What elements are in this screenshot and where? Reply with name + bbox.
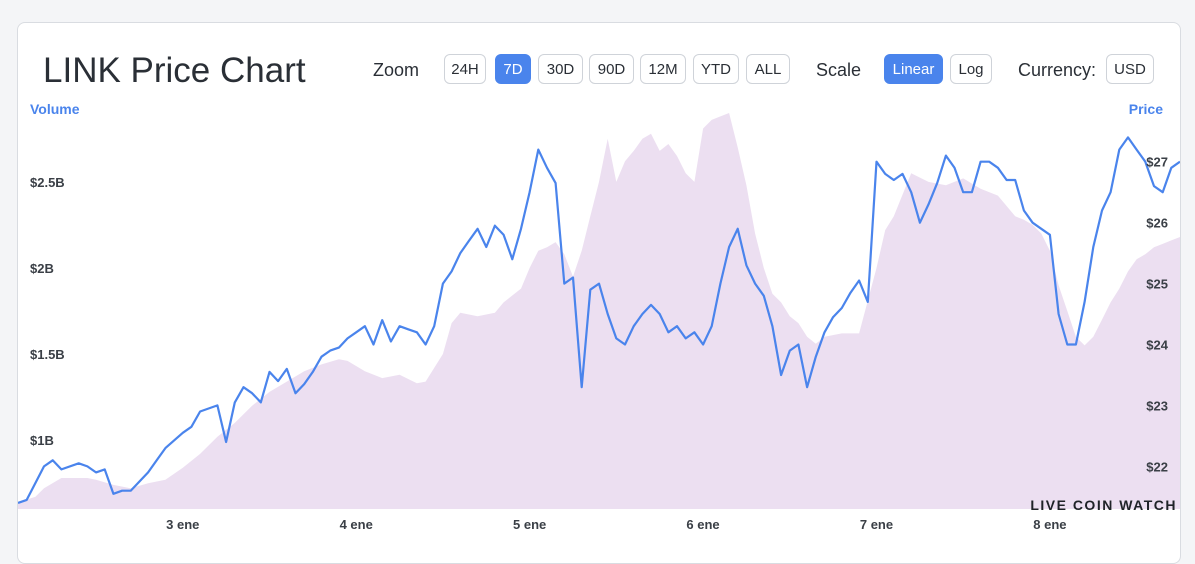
date-tick-label: 6 ene xyxy=(686,517,719,532)
volume-area xyxy=(18,113,1180,509)
currency-label: Currency: xyxy=(1018,60,1097,80)
price-volume-chart: $1B $1.5B $2B $2.5B $22 $23 $24 $25 $26 $27 3 ene 4… xyxy=(18,113,1180,532)
date-tick-label: 7 ene xyxy=(860,517,893,532)
volume-tick-label: $2.5B xyxy=(30,175,65,190)
zoom-label: Zoom xyxy=(373,60,420,80)
scale-label: Scale xyxy=(816,60,862,80)
date-tick-label: 3 ene xyxy=(166,517,199,532)
date-tick-label: 5 ene xyxy=(513,517,546,532)
live-coin-watch-logo: LIVE COIN WATCH xyxy=(1030,497,1177,513)
volume-tick-label: $1.5B xyxy=(30,347,65,362)
price-tick-label: $26 xyxy=(1146,216,1168,231)
price-tick-label: $23 xyxy=(1146,398,1168,413)
volume-tick-label: $1B xyxy=(30,433,54,448)
price-tick-label: $25 xyxy=(1146,277,1168,292)
zoom-12m-button[interactable]: 12M xyxy=(640,54,686,84)
price-tick-label: $22 xyxy=(1146,459,1168,474)
date-tick-label: 4 ene xyxy=(340,517,373,532)
zoom-7d-button[interactable]: 7D xyxy=(495,54,531,84)
page-title: LINK Price Chart xyxy=(43,51,306,90)
price-tick-label: $24 xyxy=(1146,338,1168,353)
date-tick-label: 8 ene xyxy=(1033,517,1066,532)
zoom-all-button[interactable]: ALL xyxy=(746,54,790,84)
currency-select[interactable]: USD xyxy=(1106,54,1154,84)
zoom-90d-button[interactable]: 90D xyxy=(589,54,634,84)
scale-log-button[interactable]: Log xyxy=(950,54,992,84)
zoom-ytd-button[interactable]: YTD xyxy=(693,54,739,84)
price-line xyxy=(18,136,1180,504)
zoom-24h-button[interactable]: 24H xyxy=(444,54,486,84)
volume-axis-title: Volume xyxy=(30,101,80,117)
zoom-30d-button[interactable]: 30D xyxy=(538,54,583,84)
price-tick-label: $27 xyxy=(1146,155,1168,170)
scale-linear-button[interactable]: Linear xyxy=(884,54,943,84)
price-axis-title: Price xyxy=(1128,101,1163,117)
price-chart-card: LINK Price Chart Zoom 24H 7D 30D 90D 12M… xyxy=(17,22,1181,564)
volume-tick-label: $2B xyxy=(30,261,54,276)
